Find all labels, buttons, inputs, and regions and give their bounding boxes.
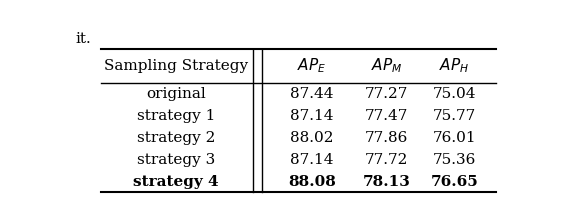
Text: 75.77: 75.77	[433, 109, 476, 123]
Text: $AP_M$: $AP_M$	[371, 57, 402, 75]
Text: 77.27: 77.27	[365, 87, 408, 101]
Text: 78.13: 78.13	[363, 174, 410, 188]
Text: 77.86: 77.86	[365, 131, 408, 145]
Text: 88.02: 88.02	[290, 131, 334, 145]
Text: Sampling Strategy: Sampling Strategy	[104, 59, 248, 73]
Text: 77.47: 77.47	[365, 109, 408, 123]
Text: strategy 2: strategy 2	[137, 131, 215, 145]
Text: original: original	[146, 87, 206, 101]
Text: strategy 1: strategy 1	[137, 109, 215, 123]
Text: 77.72: 77.72	[365, 153, 408, 167]
Text: it.: it.	[75, 32, 91, 46]
Text: strategy 4: strategy 4	[133, 174, 219, 188]
Text: 87.44: 87.44	[290, 87, 334, 101]
Text: 88.08: 88.08	[288, 174, 336, 188]
Text: 76.65: 76.65	[431, 174, 478, 188]
Text: 87.14: 87.14	[290, 153, 334, 167]
Text: $AP_E$: $AP_E$	[298, 57, 327, 75]
Text: 76.01: 76.01	[433, 131, 477, 145]
Text: 87.14: 87.14	[290, 109, 334, 123]
Text: strategy 3: strategy 3	[137, 153, 215, 167]
Text: 75.04: 75.04	[433, 87, 477, 101]
Text: 75.36: 75.36	[433, 153, 476, 167]
Text: $AP_H$: $AP_H$	[439, 57, 470, 75]
